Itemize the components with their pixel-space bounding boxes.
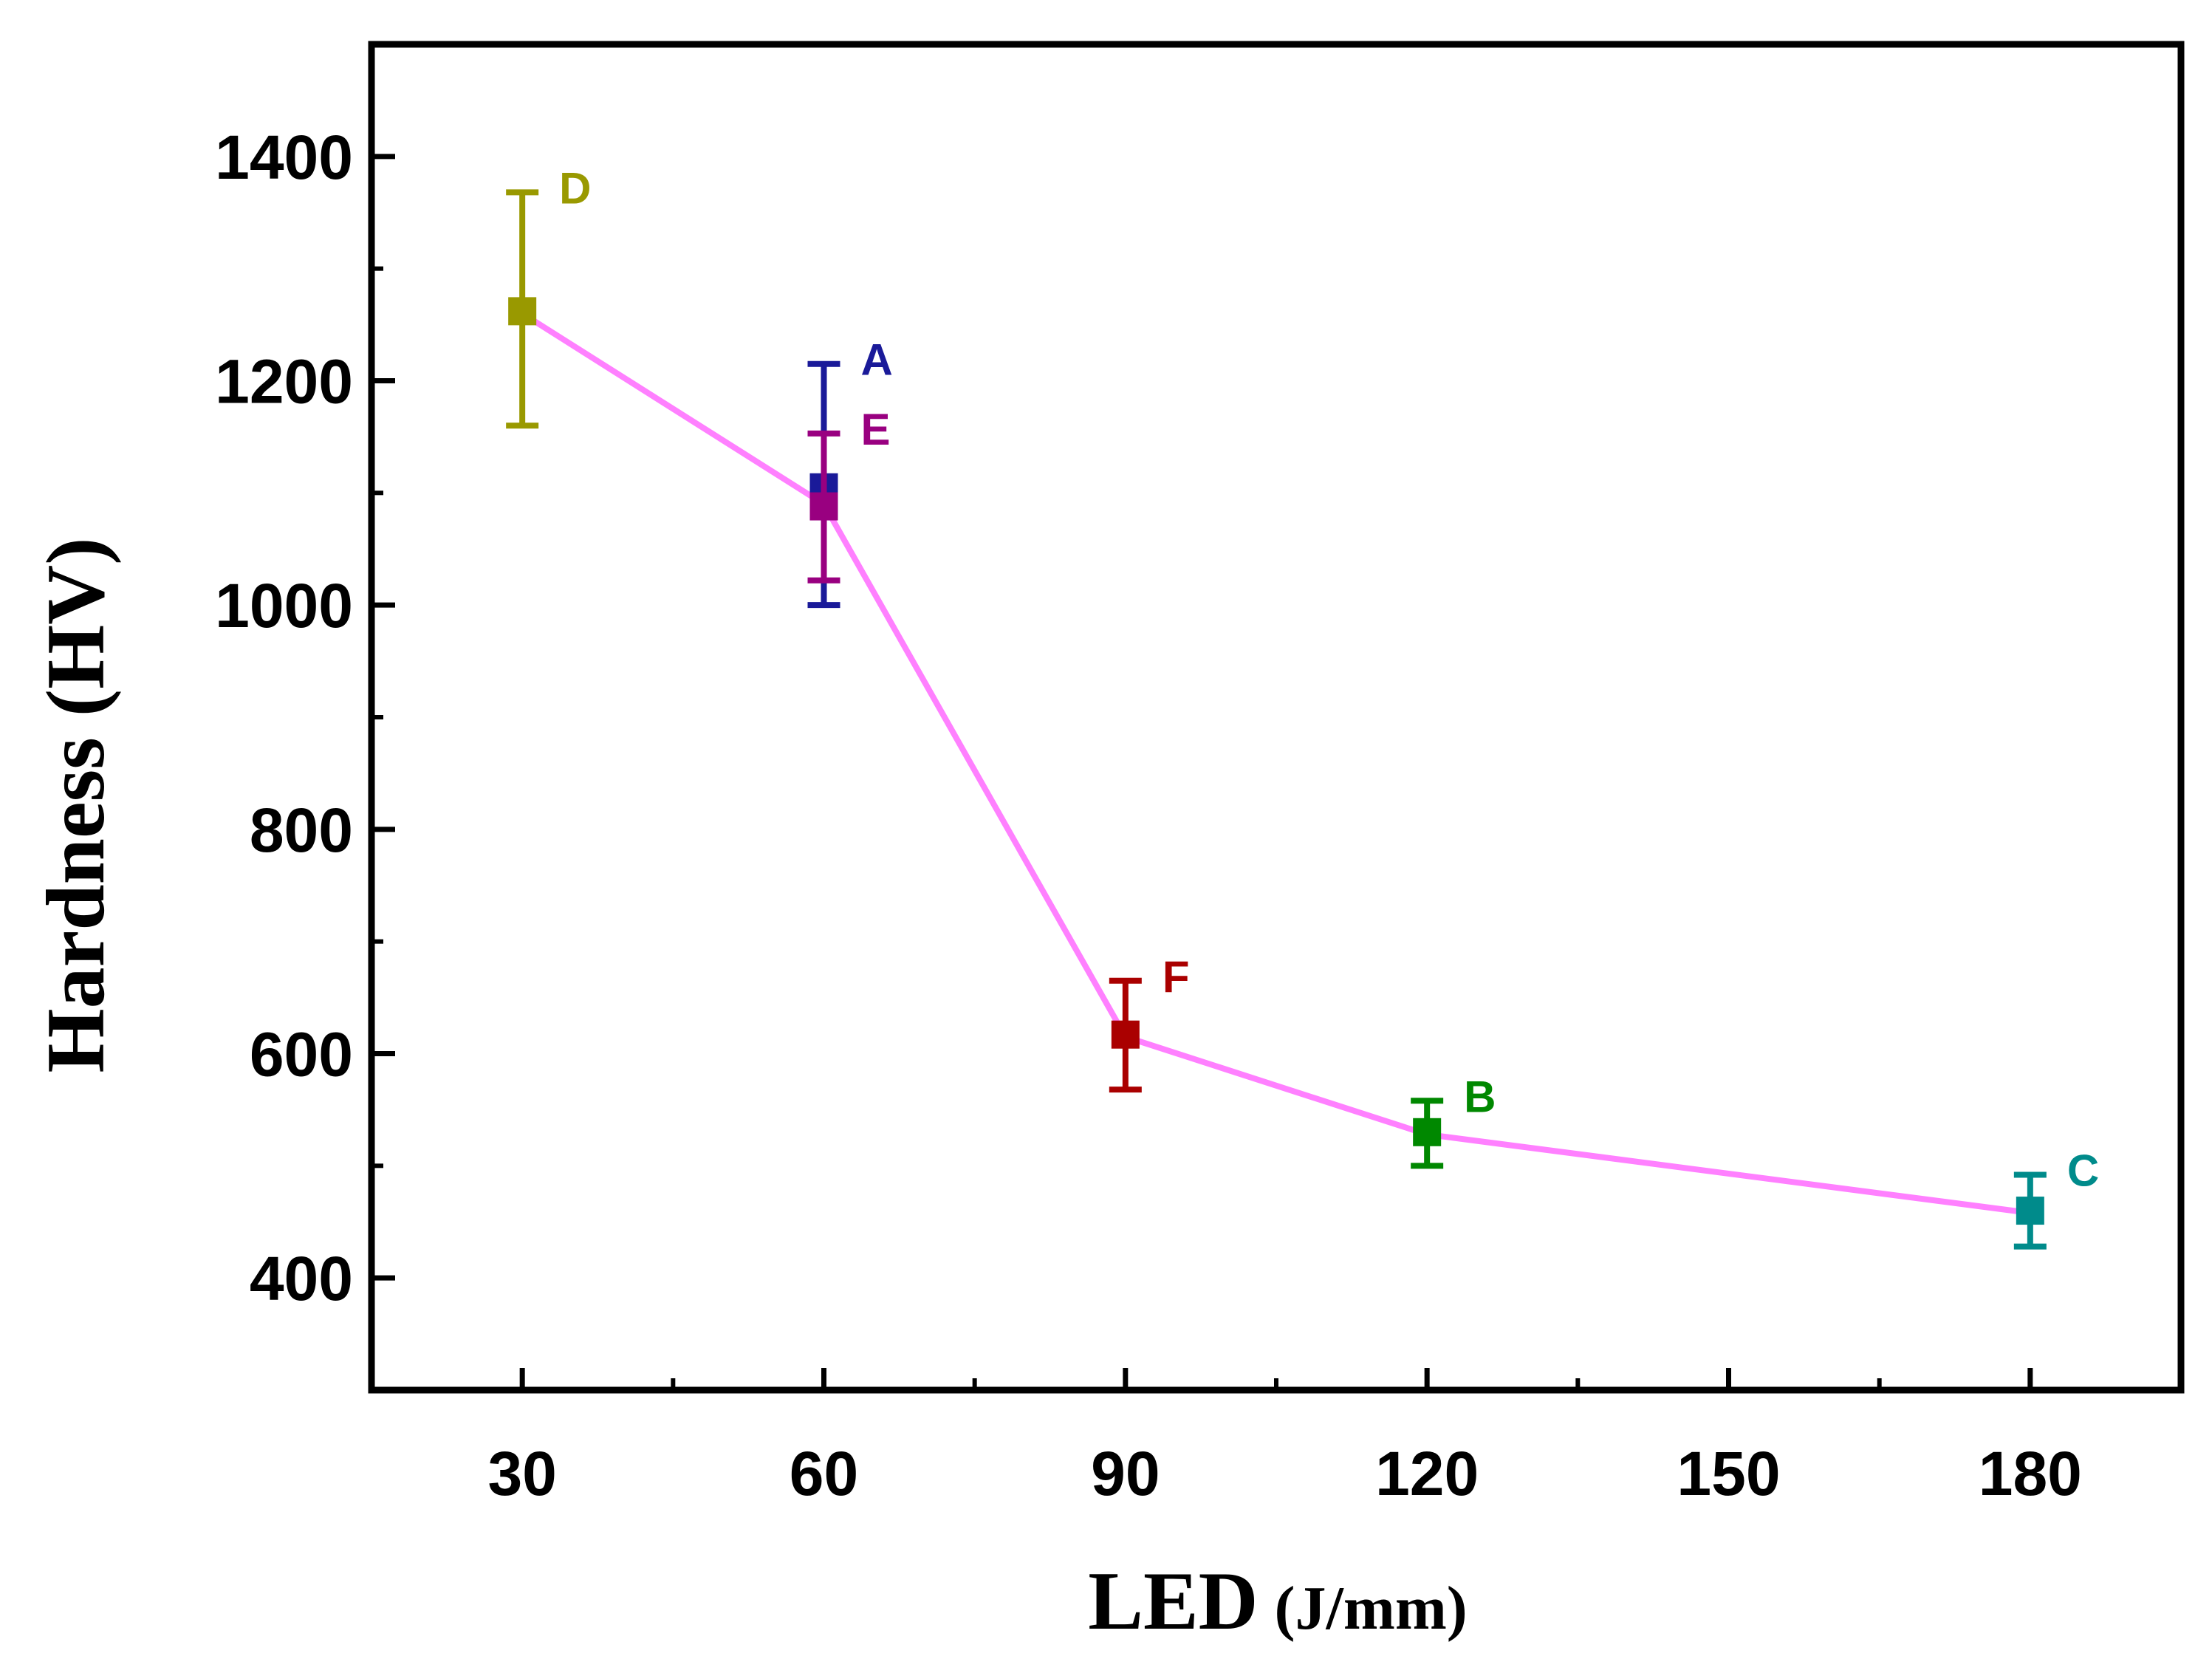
- y-tick-label: 1200: [215, 347, 353, 417]
- y-axis-title: Hardness (HV): [30, 538, 122, 1073]
- data-marker: [1111, 1020, 1140, 1049]
- y-tick-label: 800: [250, 796, 353, 865]
- y-tick-label: 400: [250, 1244, 353, 1313]
- x-axis-ticks: 30 60 90 120 150 180: [487, 1368, 2082, 1508]
- data-marker: [508, 297, 537, 326]
- x-axis-title-main: LED: [1088, 1556, 1258, 1647]
- point-label: E: [861, 405, 891, 454]
- trend-line: [521, 311, 2031, 1217]
- x-tick-label: 60: [790, 1439, 858, 1508]
- point-label: D: [559, 163, 591, 213]
- data-marker: [1413, 1118, 1442, 1146]
- point-label: F: [1163, 952, 1190, 1002]
- y-tick-label: 1400: [215, 123, 353, 192]
- x-tick-label: 30: [487, 1439, 556, 1508]
- data-point-e: E: [807, 405, 891, 584]
- x-tick-label: 90: [1091, 1439, 1160, 1508]
- y-axis-ticks: 400 600 800 1000 1200 1400: [215, 123, 395, 1313]
- data-marker: [2016, 1197, 2044, 1225]
- y-tick-label: 600: [250, 1020, 353, 1089]
- data-marker: [809, 492, 838, 521]
- trend-line-layer: [521, 311, 2031, 1217]
- x-tick-label: 180: [1979, 1439, 2082, 1508]
- point-label: C: [2067, 1146, 2099, 1195]
- data-point-a: A: [807, 335, 893, 609]
- data-point-b: B: [1411, 1072, 1496, 1169]
- data-point-d: D: [506, 163, 592, 429]
- data-point-f: F: [1109, 952, 1190, 1093]
- plot-frame: [368, 41, 2185, 1394]
- point-label: A: [861, 335, 893, 385]
- data-points-layer: D AE F B C: [506, 163, 2099, 1250]
- x-tick-label: 150: [1677, 1439, 1780, 1508]
- x-axis-title: LED (J/mm): [1088, 1556, 1468, 1647]
- x-axis-title-unit: (J/mm): [1275, 1574, 1468, 1643]
- x-tick-label: 120: [1375, 1439, 1479, 1508]
- y-tick-label: 1000: [215, 571, 353, 640]
- data-point-c: C: [2013, 1146, 2099, 1250]
- point-label: B: [1464, 1072, 1496, 1121]
